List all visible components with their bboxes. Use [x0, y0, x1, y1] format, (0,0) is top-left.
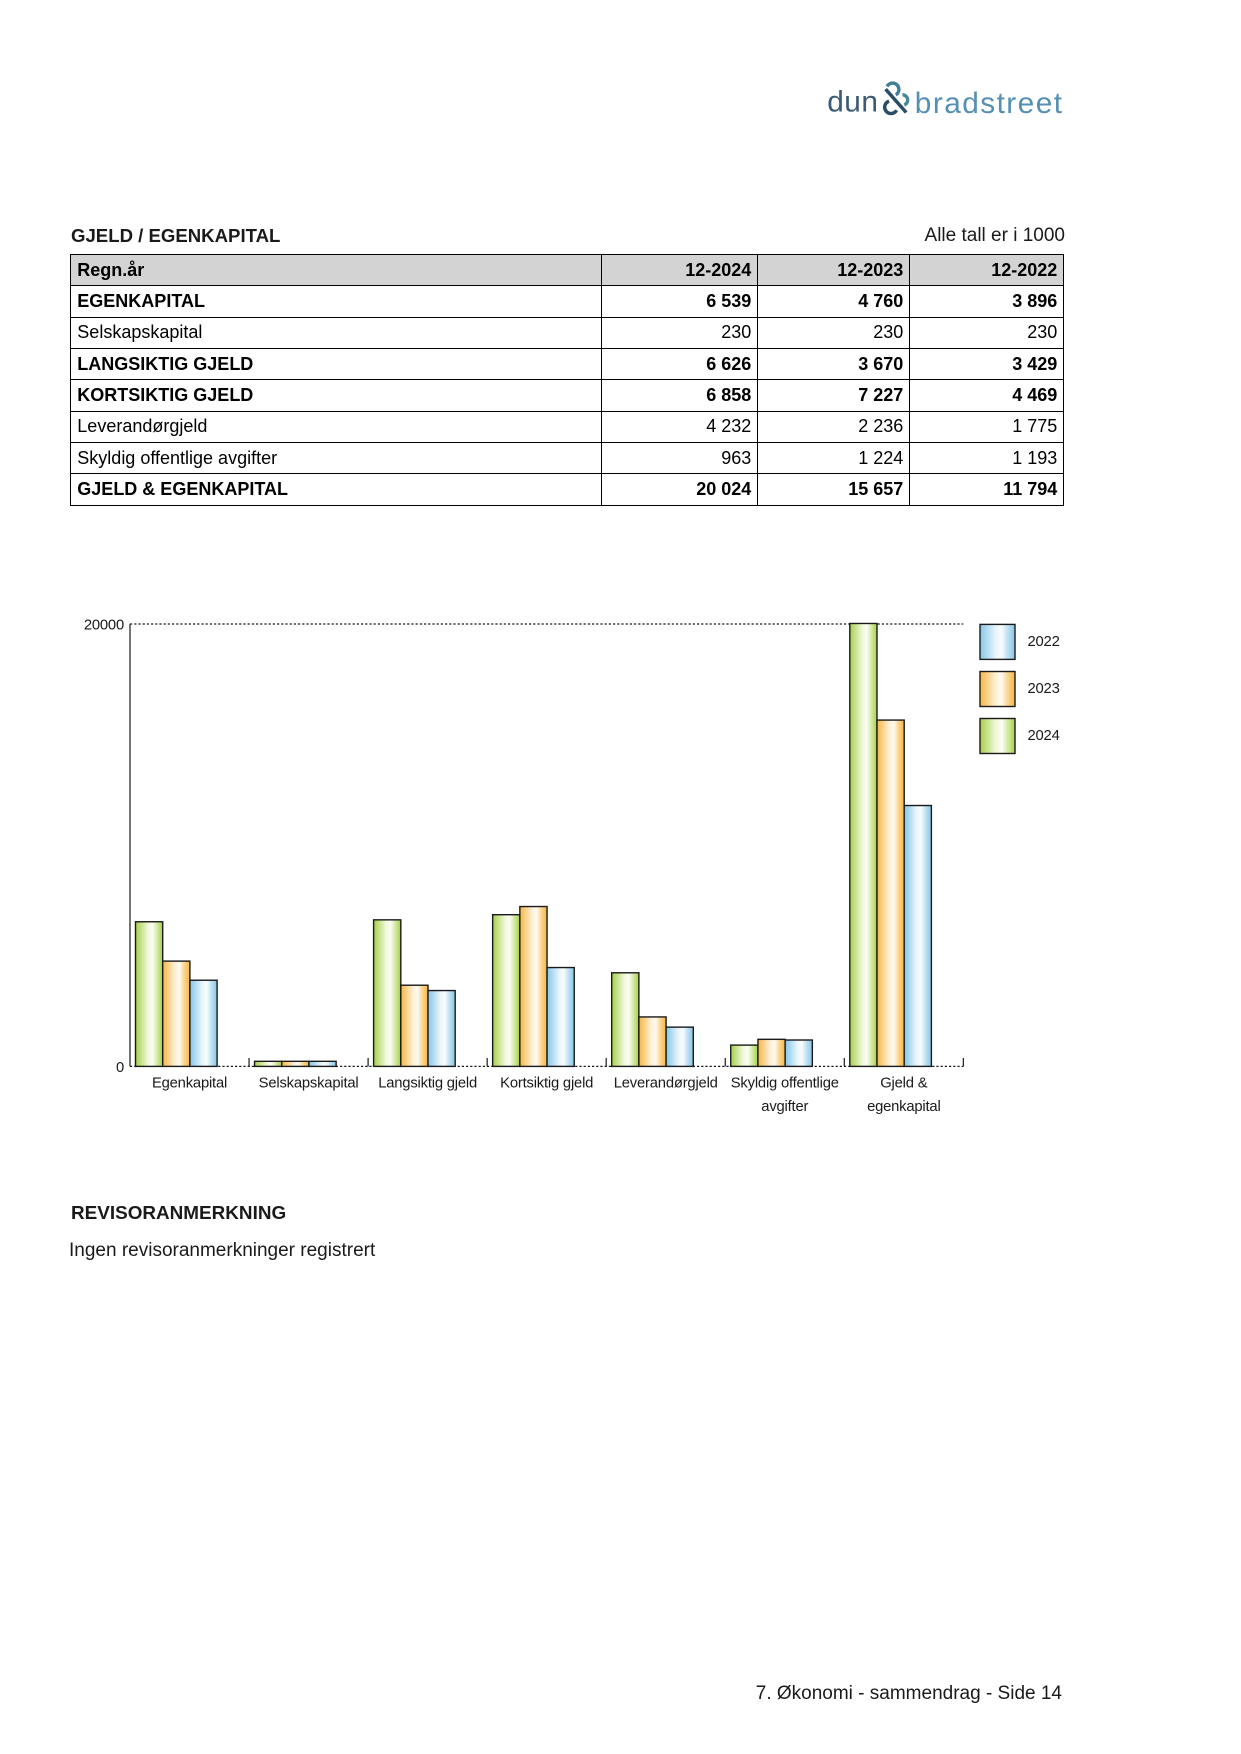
svg-text:2022: 2022 — [1028, 634, 1060, 650]
svg-text:Egenkapital: Egenkapital — [152, 1075, 227, 1091]
svg-text:2024: 2024 — [1028, 728, 1060, 744]
svg-text:Selskapskapital: Selskapskapital — [259, 1075, 359, 1091]
svg-text:avgifter: avgifter — [761, 1099, 808, 1115]
svg-text:Skyldig offentlige: Skyldig offentlige — [731, 1075, 839, 1091]
svg-text:Langsiktig gjeld: Langsiktig gjeld — [378, 1075, 477, 1091]
svg-text:bradstreet: bradstreet — [915, 87, 1064, 120]
svg-text:egenkapital: egenkapital — [867, 1099, 941, 1115]
svg-text:0: 0 — [116, 1060, 124, 1076]
svg-text:2023: 2023 — [1028, 681, 1060, 697]
svg-text:dun: dun — [827, 86, 878, 119]
svg-text:Kortsiktig gjeld: Kortsiktig gjeld — [500, 1075, 593, 1091]
svg-text:Leverandørgjeld: Leverandørgjeld — [614, 1075, 718, 1091]
svg-text:20000: 20000 — [84, 618, 124, 634]
svg-text:Gjeld &: Gjeld & — [880, 1075, 927, 1091]
